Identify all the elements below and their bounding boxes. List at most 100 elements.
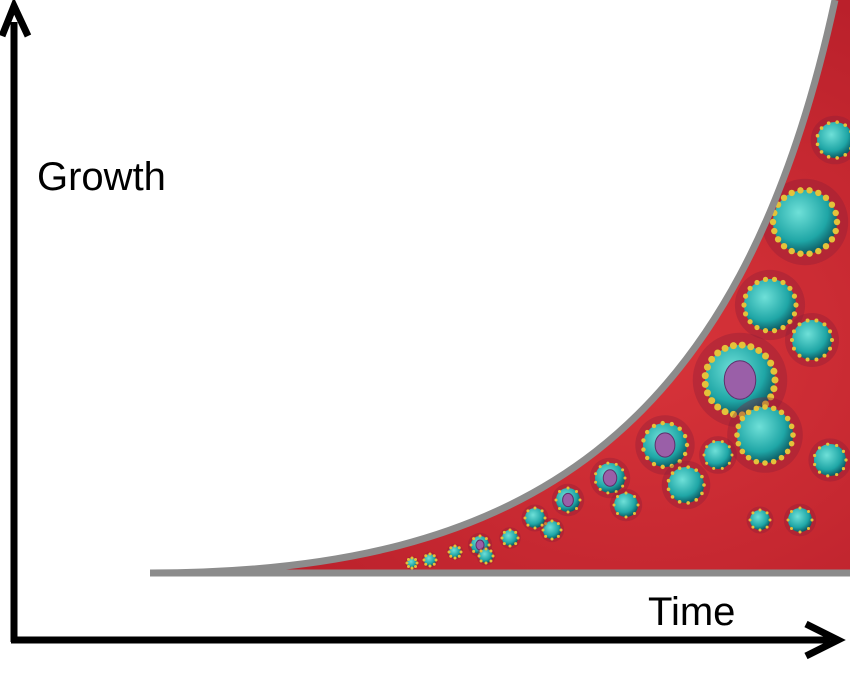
virus-body <box>773 190 837 254</box>
virus-spike <box>762 460 768 466</box>
virus-spike <box>677 466 682 470</box>
virus-spike <box>705 445 709 449</box>
virus-spike <box>771 276 778 282</box>
virus-spike <box>533 506 537 510</box>
virus-spike <box>424 554 428 558</box>
virus-spike <box>767 359 775 367</box>
virus-spike <box>660 420 665 426</box>
virus-body <box>744 279 796 331</box>
virus-spike <box>791 329 796 334</box>
virus-core <box>723 360 757 400</box>
virus-spike <box>432 554 436 558</box>
virus-spike <box>574 490 578 494</box>
virus-spike <box>770 385 778 393</box>
virus-spike <box>550 537 554 541</box>
virus-spike <box>741 302 747 308</box>
virus-spike <box>791 311 798 317</box>
virus-spike <box>712 440 716 444</box>
virus-spike <box>453 556 457 560</box>
virus-spike <box>523 516 527 520</box>
virus-spike <box>784 448 791 455</box>
virus-spike <box>813 453 817 458</box>
virus-spike <box>541 528 545 532</box>
virus-spike <box>765 525 769 529</box>
virus-spike <box>828 236 836 243</box>
virus-spike <box>645 429 650 435</box>
virus-spike <box>544 534 548 538</box>
virus-body <box>502 530 518 546</box>
virus-spike <box>822 353 827 358</box>
virus-spike <box>616 495 620 499</box>
virus-spike <box>828 346 833 351</box>
virus-spike <box>533 526 537 530</box>
virus-spike <box>747 343 755 351</box>
virus-spike <box>835 156 839 160</box>
virus-body <box>614 493 638 517</box>
virus-spike <box>843 153 848 157</box>
virus-spike <box>841 467 846 471</box>
virus-spike <box>755 346 763 354</box>
virus-spike <box>729 410 737 418</box>
virus-spike <box>762 328 769 334</box>
virus-spike <box>432 562 436 566</box>
virus-spike <box>784 415 791 422</box>
virus-spike <box>574 506 578 510</box>
virus-spike <box>479 559 483 563</box>
virus-spike <box>405 561 409 565</box>
virus-spike <box>833 218 841 226</box>
virus-spike <box>550 519 554 523</box>
virus-body <box>817 122 850 158</box>
virus-spike <box>835 120 839 124</box>
virus-spike <box>769 218 777 226</box>
virus-spike <box>621 468 625 472</box>
virus-spike <box>694 498 699 502</box>
virus-body <box>543 521 561 539</box>
virus-body <box>424 554 436 566</box>
virus-spike <box>788 440 795 447</box>
virus-spike <box>817 446 822 450</box>
virus-spike <box>832 209 839 217</box>
virus-spike <box>735 440 742 447</box>
virus-spike <box>768 518 772 522</box>
virus-spike <box>791 346 796 351</box>
virus-spike <box>771 227 778 235</box>
virus-spike <box>624 491 628 495</box>
virus-spike <box>770 405 777 412</box>
virus-spike <box>641 438 646 443</box>
virus-spike <box>651 461 657 467</box>
virus-spike <box>457 546 461 550</box>
virus-spike <box>815 189 822 197</box>
virus-spike <box>702 453 706 457</box>
virus-spike <box>554 498 558 502</box>
virus-spike <box>670 471 675 475</box>
virus-spike <box>727 445 731 449</box>
virus-spike <box>727 461 731 465</box>
virus-spike <box>677 500 682 504</box>
virus-spike <box>636 503 640 507</box>
virus-body <box>704 441 732 469</box>
virus-spike <box>778 409 785 416</box>
virus-spike <box>566 486 570 490</box>
virus-spike <box>753 458 760 465</box>
virus-spike <box>544 522 548 526</box>
virus-spike <box>791 293 798 299</box>
virus-spike <box>677 459 682 464</box>
virus-body <box>479 549 493 563</box>
virus-spike <box>526 523 530 527</box>
virus-spike <box>598 487 602 491</box>
virus-spike <box>835 472 839 477</box>
virus-spike <box>788 423 795 430</box>
virus-spike <box>632 511 636 515</box>
virus-spike <box>479 549 483 553</box>
virus-spike <box>798 530 802 534</box>
virus-spike <box>790 338 794 342</box>
virus-spike <box>751 525 755 529</box>
virus-spike <box>797 250 804 257</box>
virus-spike <box>428 552 432 556</box>
virus-spike <box>453 544 457 548</box>
virus-spike <box>484 561 488 565</box>
virus-spike <box>729 342 737 350</box>
virus-spike <box>721 344 729 352</box>
virus-spike <box>641 447 646 452</box>
virus-spike <box>491 554 495 558</box>
